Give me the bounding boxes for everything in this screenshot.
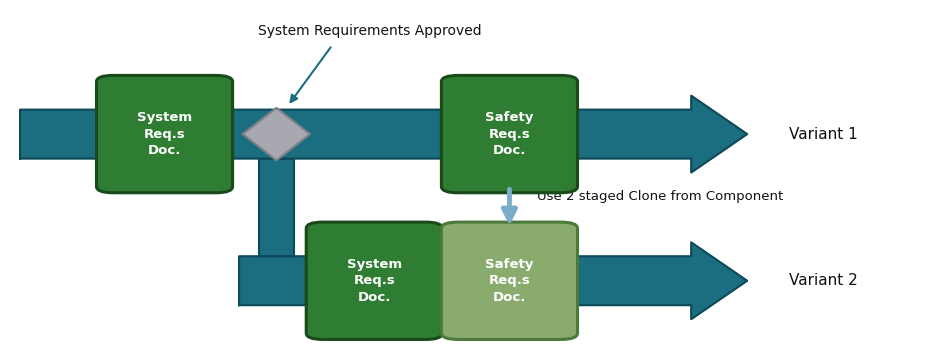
Text: Safety
Req.s
Doc.: Safety Req.s Doc. [485,111,534,157]
Text: Use 2 staged Clone from Component: Use 2 staged Clone from Component [538,190,784,203]
Text: Variant 2: Variant 2 [789,273,858,288]
Text: System
Req.s
Doc.: System Req.s Doc. [137,111,192,157]
Polygon shape [20,96,747,172]
Polygon shape [243,108,310,160]
Text: System
Req.s
Doc.: System Req.s Doc. [347,258,402,304]
FancyBboxPatch shape [307,222,442,339]
FancyBboxPatch shape [96,75,233,193]
FancyBboxPatch shape [441,75,578,193]
Text: Safety
Req.s
Doc.: Safety Req.s Doc. [485,258,534,304]
FancyBboxPatch shape [441,222,578,339]
Text: Variant 1: Variant 1 [789,127,858,142]
Text: System Requirements Approved: System Requirements Approved [258,24,482,38]
Bar [259,158,295,256]
Polygon shape [239,243,747,319]
